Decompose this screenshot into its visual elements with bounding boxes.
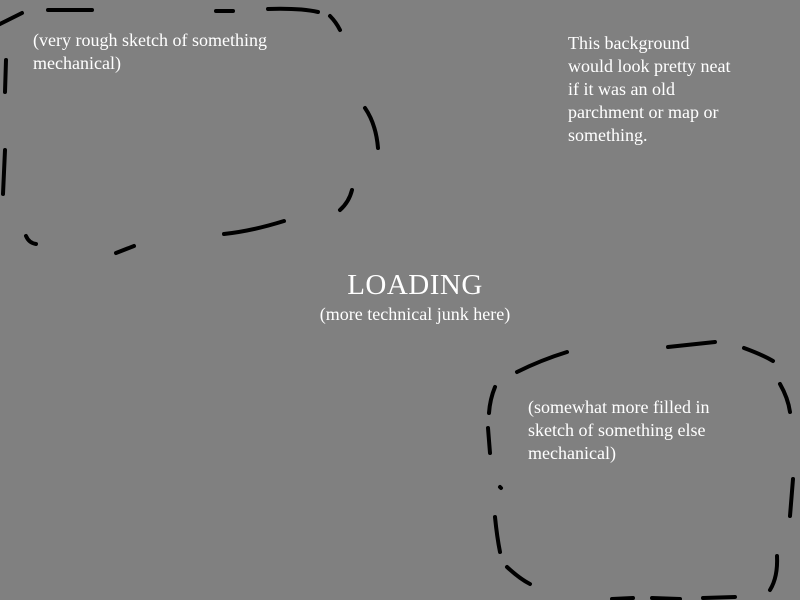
sketch-1-caption: (very rough sketch of something mechanic…: [33, 29, 267, 75]
sketch-2-caption-line: (somewhat more filled in: [528, 397, 710, 417]
sketch-2-caption: (somewhat more filled in sketch of somet…: [528, 396, 709, 465]
background-note-line: something.: [568, 125, 648, 145]
sketch-2-caption-line: mechanical): [528, 443, 616, 463]
background-note-line: if it was an old: [568, 79, 675, 99]
background-note: This background would look pretty neat i…: [568, 32, 730, 147]
background-note-line: parchment or map or: [568, 102, 719, 122]
sketch-1-caption-line: (very rough sketch of something: [33, 30, 267, 50]
sketch-2-outline: [486, 340, 795, 600]
loading-indicator: LOADING (more technical junk here): [0, 267, 800, 325]
background-note-line: would look pretty neat: [568, 56, 731, 76]
loading-subtitle: (more technical junk here): [319, 304, 511, 324]
loading-title: LOADING: [347, 269, 483, 301]
background-note-line: This background: [568, 33, 690, 53]
sketch-1-outline: [0, 6, 380, 255]
sketch-2-caption-line: sketch of something else: [528, 420, 706, 440]
sketch-1-caption-line: mechanical): [33, 53, 121, 73]
